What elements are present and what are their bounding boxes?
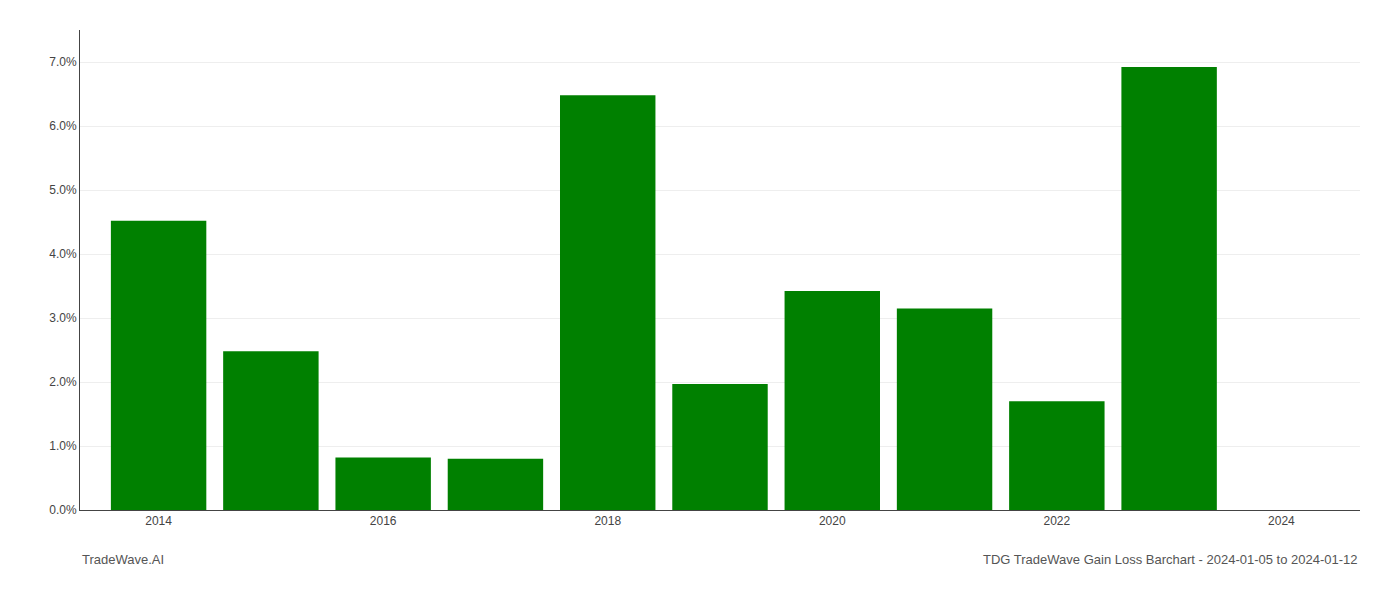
- svg-text:5.0%: 5.0%: [49, 183, 77, 197]
- svg-text:2018: 2018: [594, 514, 621, 528]
- svg-text:7.0%: 7.0%: [49, 55, 77, 69]
- svg-text:2014: 2014: [145, 514, 172, 528]
- svg-text:2016: 2016: [370, 514, 397, 528]
- svg-text:6.0%: 6.0%: [49, 119, 77, 133]
- svg-text:1.0%: 1.0%: [49, 439, 77, 453]
- svg-text:TDG TradeWave Gain Loss Barcha: TDG TradeWave Gain Loss Barchart - 2024-…: [983, 552, 1358, 567]
- svg-text:2.0%: 2.0%: [49, 375, 77, 389]
- svg-text:TradeWave.AI: TradeWave.AI: [82, 552, 164, 567]
- svg-text:2024: 2024: [1268, 514, 1295, 528]
- svg-text:2022: 2022: [1043, 514, 1070, 528]
- svg-text:2020: 2020: [819, 514, 846, 528]
- svg-text:0.0%: 0.0%: [49, 503, 77, 517]
- svg-text:4.0%: 4.0%: [49, 247, 77, 261]
- svg-text:3.0%: 3.0%: [49, 311, 77, 325]
